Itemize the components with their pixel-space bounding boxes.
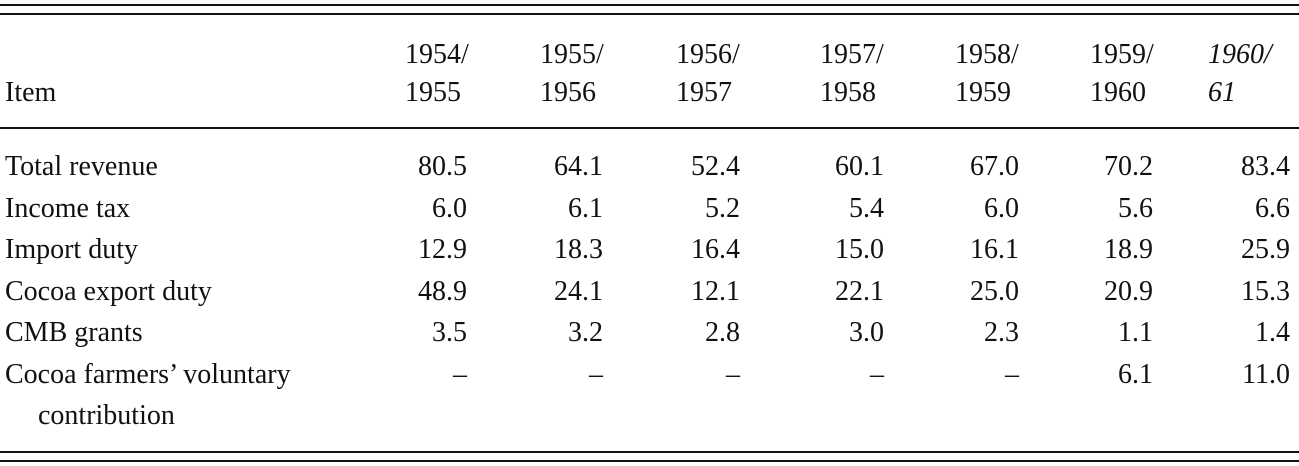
header-rule: [0, 127, 1299, 129]
value-cell: 6.0: [984, 193, 1019, 224]
value-cell: 5.4: [849, 193, 884, 224]
value-cell: 11.0: [1242, 359, 1290, 390]
value-cell: 18.3: [554, 234, 603, 265]
bottom-rule: [0, 460, 1299, 462]
column-header: 1959/: [1090, 39, 1154, 70]
value-cell: 48.9: [418, 276, 467, 307]
value-cell: 67.0: [970, 151, 1019, 182]
value-cell: 25.9: [1241, 234, 1290, 265]
value-cell: 22.1: [835, 276, 884, 307]
row-label: Total revenue: [5, 151, 158, 182]
value-cell: 15.3: [1241, 276, 1290, 307]
value-cell: 20.9: [1104, 276, 1153, 307]
value-cell: 3.5: [432, 317, 467, 348]
value-cell: –: [870, 359, 884, 390]
column-header: 1958: [820, 77, 876, 108]
value-cell: 16.4: [691, 234, 740, 265]
column-header: 1959: [955, 77, 1011, 108]
value-cell: 3.0: [849, 317, 884, 348]
value-cell: 24.1: [554, 276, 603, 307]
top-rule: [0, 13, 1299, 15]
value-cell: 6.1: [568, 193, 603, 224]
column-header: 1956: [540, 77, 596, 108]
value-cell: 60.1: [835, 151, 884, 182]
value-cell: 80.5: [418, 151, 467, 182]
column-header: 1960: [1090, 77, 1146, 108]
bottom-rule: [0, 451, 1299, 453]
value-cell: 6.6: [1255, 193, 1290, 224]
item-header: Item: [5, 77, 57, 108]
row-label: CMB grants: [5, 317, 143, 348]
column-header: 1954/: [405, 39, 469, 70]
value-cell: –: [726, 359, 740, 390]
value-cell: 1.4: [1255, 317, 1290, 348]
value-cell: 6.1: [1118, 359, 1153, 390]
value-cell: 52.4: [691, 151, 740, 182]
value-cell: 2.8: [705, 317, 740, 348]
column-header: 61: [1208, 77, 1236, 108]
column-header: 1957/: [820, 39, 884, 70]
value-cell: 2.3: [984, 317, 1019, 348]
top-rule: [0, 4, 1299, 6]
column-header: 1956/: [676, 39, 740, 70]
value-cell: 25.0: [970, 276, 1019, 307]
value-cell: 15.0: [835, 234, 884, 265]
row-label: Income tax: [5, 193, 131, 224]
value-cell: –: [1005, 359, 1019, 390]
column-header: 1955: [405, 77, 461, 108]
column-header: 1955/: [540, 39, 604, 70]
value-cell: 1.1: [1118, 317, 1153, 348]
row-label: Import duty: [5, 234, 138, 265]
value-cell: 12.1: [691, 276, 740, 307]
value-cell: 5.6: [1118, 193, 1153, 224]
column-header: 1960/: [1208, 39, 1272, 70]
value-cell: 18.9: [1104, 234, 1153, 265]
value-cell: 3.2: [568, 317, 603, 348]
value-cell: 83.4: [1241, 151, 1290, 182]
value-cell: –: [453, 359, 467, 390]
row-label: Cocoa export duty: [5, 276, 212, 307]
value-cell: 5.2: [705, 193, 740, 224]
value-cell: 16.1: [970, 234, 1019, 265]
value-cell: 6.0: [432, 193, 467, 224]
value-cell: 70.2: [1104, 151, 1153, 182]
value-cell: 12.9: [418, 234, 467, 265]
value-cell: 64.1: [554, 151, 603, 182]
row-label: Cocoa farmers’ voluntary contribution: [5, 359, 291, 431]
column-header: 1957: [676, 77, 732, 108]
column-header: 1958/: [955, 39, 1019, 70]
value-cell: –: [589, 359, 603, 390]
